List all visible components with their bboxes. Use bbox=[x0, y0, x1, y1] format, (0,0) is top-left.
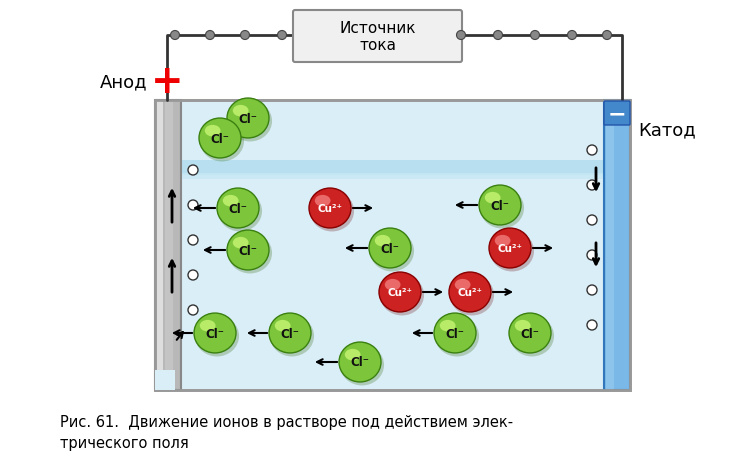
Text: Cl⁻: Cl⁻ bbox=[491, 199, 509, 213]
Text: Cu²⁺: Cu²⁺ bbox=[457, 288, 483, 298]
Circle shape bbox=[277, 31, 287, 40]
Ellipse shape bbox=[480, 187, 524, 228]
Ellipse shape bbox=[228, 232, 272, 273]
Ellipse shape bbox=[217, 188, 259, 228]
Ellipse shape bbox=[205, 125, 220, 136]
Ellipse shape bbox=[380, 274, 424, 315]
Ellipse shape bbox=[310, 191, 354, 232]
Text: Анод: Анод bbox=[99, 73, 147, 91]
Ellipse shape bbox=[233, 237, 249, 248]
Text: Катод: Катод bbox=[638, 121, 695, 139]
Text: Cu²⁺: Cu²⁺ bbox=[498, 244, 522, 254]
Ellipse shape bbox=[379, 272, 421, 312]
Circle shape bbox=[587, 320, 597, 330]
Ellipse shape bbox=[199, 320, 216, 332]
Circle shape bbox=[188, 305, 198, 315]
Ellipse shape bbox=[194, 313, 236, 353]
Text: Cu²⁺: Cu²⁺ bbox=[388, 288, 412, 298]
Text: Cu²⁺: Cu²⁺ bbox=[317, 204, 343, 214]
Ellipse shape bbox=[509, 313, 551, 353]
Circle shape bbox=[568, 31, 577, 40]
Circle shape bbox=[205, 31, 214, 40]
Text: Cl⁻: Cl⁻ bbox=[281, 327, 300, 340]
Ellipse shape bbox=[375, 235, 391, 246]
Ellipse shape bbox=[345, 349, 361, 360]
Text: Источник
тока: Источник тока bbox=[339, 21, 416, 53]
Circle shape bbox=[188, 165, 198, 175]
Bar bbox=[155, 100, 630, 390]
Ellipse shape bbox=[218, 191, 262, 232]
Text: Cl⁻: Cl⁻ bbox=[238, 113, 258, 126]
Circle shape bbox=[188, 270, 198, 280]
Text: Cl⁻: Cl⁻ bbox=[350, 357, 370, 370]
Ellipse shape bbox=[309, 188, 351, 228]
Ellipse shape bbox=[339, 342, 381, 382]
Ellipse shape bbox=[195, 316, 239, 357]
Ellipse shape bbox=[270, 316, 314, 357]
Circle shape bbox=[530, 31, 539, 40]
Circle shape bbox=[494, 31, 503, 40]
Text: Cl⁻: Cl⁻ bbox=[238, 245, 258, 258]
Ellipse shape bbox=[233, 105, 249, 116]
Bar bbox=[155, 100, 181, 390]
Ellipse shape bbox=[495, 235, 510, 246]
Text: Cl⁻: Cl⁻ bbox=[205, 327, 225, 340]
Ellipse shape bbox=[455, 279, 471, 291]
Ellipse shape bbox=[510, 316, 554, 357]
Bar bbox=[165, 100, 173, 390]
Bar bbox=[604, 100, 630, 390]
Text: Рис. 61.  Движение ионов в растворе под действием элек-
трического поля: Рис. 61. Движение ионов в растворе под д… bbox=[60, 415, 513, 451]
FancyBboxPatch shape bbox=[604, 101, 630, 125]
Text: +: + bbox=[151, 63, 183, 101]
Circle shape bbox=[587, 180, 597, 190]
Ellipse shape bbox=[450, 274, 494, 315]
FancyBboxPatch shape bbox=[293, 10, 462, 62]
Text: Cl⁻: Cl⁻ bbox=[380, 243, 400, 255]
Ellipse shape bbox=[449, 272, 491, 312]
Bar bbox=[180, 160, 605, 175]
Ellipse shape bbox=[200, 120, 244, 161]
Ellipse shape bbox=[223, 195, 238, 206]
Ellipse shape bbox=[369, 228, 411, 268]
Circle shape bbox=[587, 145, 597, 155]
Text: Cl⁻: Cl⁻ bbox=[521, 327, 539, 340]
Ellipse shape bbox=[275, 320, 291, 332]
Circle shape bbox=[456, 31, 465, 40]
Ellipse shape bbox=[489, 228, 531, 268]
Circle shape bbox=[603, 31, 612, 40]
Ellipse shape bbox=[515, 320, 530, 332]
Text: Cl⁻: Cl⁻ bbox=[445, 327, 465, 340]
Ellipse shape bbox=[434, 313, 476, 353]
Ellipse shape bbox=[269, 313, 311, 353]
Ellipse shape bbox=[440, 320, 456, 332]
Ellipse shape bbox=[490, 231, 534, 272]
Ellipse shape bbox=[314, 195, 330, 206]
Text: Cl⁻: Cl⁻ bbox=[211, 133, 229, 146]
Text: Cl⁻: Cl⁻ bbox=[229, 202, 247, 215]
Bar bbox=[606, 100, 614, 390]
Ellipse shape bbox=[435, 316, 479, 357]
Bar bbox=[180, 173, 605, 179]
Circle shape bbox=[170, 31, 179, 40]
Circle shape bbox=[587, 250, 597, 260]
Text: −: − bbox=[608, 104, 626, 124]
Circle shape bbox=[587, 285, 597, 295]
Ellipse shape bbox=[340, 345, 384, 385]
Bar bbox=[155, 100, 630, 390]
Circle shape bbox=[241, 31, 249, 40]
Ellipse shape bbox=[370, 231, 414, 272]
Ellipse shape bbox=[228, 100, 272, 141]
Bar bbox=[155, 370, 175, 390]
Circle shape bbox=[188, 200, 198, 210]
Bar bbox=[157, 100, 163, 390]
Ellipse shape bbox=[199, 118, 241, 158]
Ellipse shape bbox=[227, 98, 269, 138]
Circle shape bbox=[587, 215, 597, 225]
Ellipse shape bbox=[385, 279, 400, 291]
Ellipse shape bbox=[485, 192, 500, 203]
Ellipse shape bbox=[227, 230, 269, 270]
Circle shape bbox=[188, 235, 198, 245]
Ellipse shape bbox=[479, 185, 521, 225]
